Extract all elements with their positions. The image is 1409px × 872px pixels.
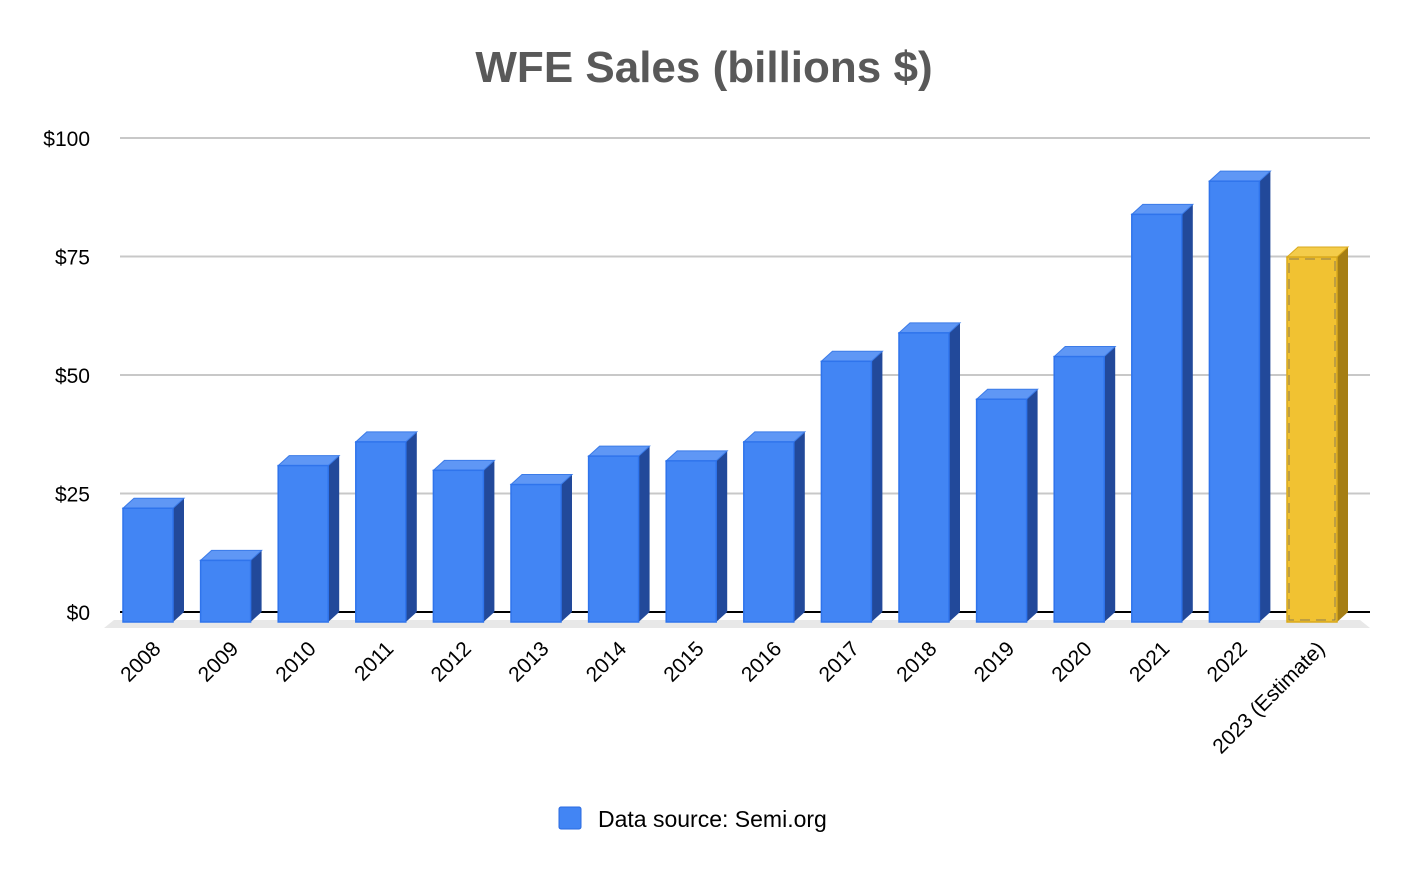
bar-2015 xyxy=(664,450,729,623)
bar-series xyxy=(121,170,1350,623)
x-tick-label: 2016 xyxy=(737,637,786,686)
chart-title: WFE Sales (billions $) xyxy=(475,43,932,92)
legend-swatch xyxy=(558,806,582,830)
y-tick-label: $25 xyxy=(55,484,90,507)
x-tick-label: 2009 xyxy=(194,637,243,686)
legend-label: Data source: Semi.org xyxy=(598,806,827,832)
bar-2020 xyxy=(1052,346,1117,623)
bar-2017 xyxy=(820,350,884,623)
x-tick-label: 2017 xyxy=(815,637,864,686)
x-axis: 2008 2009 2010 2011 2012 2013 2014 2015 2016 2017… xyxy=(116,637,1329,758)
bar-2008 xyxy=(121,497,186,623)
x-tick-label: 2018 xyxy=(892,637,941,686)
x-tick-label: 2014 xyxy=(582,637,632,687)
bar-2011 xyxy=(354,431,419,623)
bar-2014 xyxy=(587,445,651,623)
x-tick-label: 2008 xyxy=(116,637,165,686)
x-tick-label: 2013 xyxy=(504,637,553,686)
x-tick-label: 2015 xyxy=(659,637,708,686)
bar-2010 xyxy=(276,455,341,623)
bar-2021 xyxy=(1130,203,1195,623)
bar-2016 xyxy=(742,431,807,623)
y-axis: $0 $25 $50 $75 $100 xyxy=(43,128,90,625)
x-tick-label: 2011 xyxy=(350,637,398,685)
legend: Data source: Semi.org xyxy=(558,806,827,832)
x-tick-label: 2019 xyxy=(970,637,1019,686)
bar-2012 xyxy=(432,459,496,623)
y-tick-label: $0 xyxy=(67,602,90,625)
bar-2022 xyxy=(1208,170,1272,623)
y-tick-label: $100 xyxy=(43,128,90,151)
bar-2023-estimate- xyxy=(1285,246,1350,623)
y-tick-label: $75 xyxy=(55,247,90,270)
bar-2018 xyxy=(897,322,962,623)
x-tick-label: 2020 xyxy=(1047,637,1096,686)
x-tick-label: 2022 xyxy=(1203,637,1252,686)
x-tick-label: 2010 xyxy=(271,637,320,686)
x-tick-label: 2012 xyxy=(427,637,476,686)
bar-2019 xyxy=(975,388,1039,623)
y-tick-label: $50 xyxy=(55,365,90,388)
x-tick-label: 2021 xyxy=(1125,637,1174,686)
bar-2013 xyxy=(509,474,574,623)
bar-2009 xyxy=(199,549,263,623)
